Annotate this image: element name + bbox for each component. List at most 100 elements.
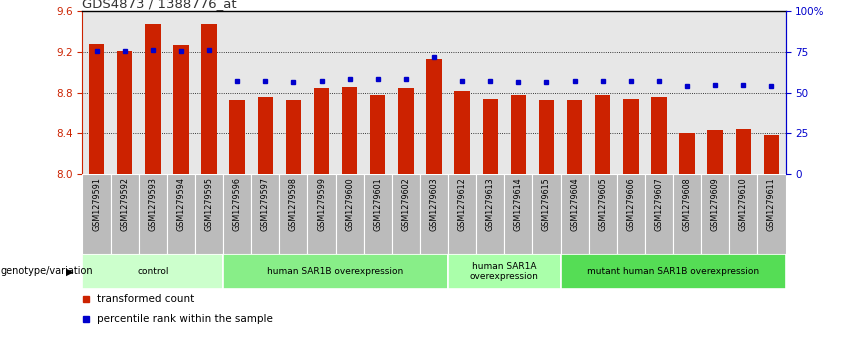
- Text: GSM1279605: GSM1279605: [598, 178, 608, 231]
- Text: GSM1279608: GSM1279608: [682, 178, 692, 231]
- Bar: [145, 24, 161, 174]
- Bar: [279, 174, 307, 254]
- Bar: [645, 174, 673, 254]
- Text: GSM1279591: GSM1279591: [92, 178, 101, 231]
- Text: human SAR1A
overexpression: human SAR1A overexpression: [470, 262, 539, 281]
- Text: GSM1279609: GSM1279609: [711, 178, 720, 231]
- Bar: [279, 11, 307, 174]
- Bar: [420, 174, 448, 254]
- Bar: [313, 89, 329, 174]
- Bar: [758, 11, 786, 174]
- Bar: [420, 11, 448, 174]
- Bar: [82, 254, 223, 289]
- Text: GSM1279611: GSM1279611: [767, 178, 776, 231]
- Bar: [735, 129, 751, 174]
- Bar: [342, 87, 358, 174]
- Bar: [539, 100, 555, 174]
- Bar: [201, 24, 217, 174]
- Text: human SAR1B overexpression: human SAR1B overexpression: [267, 267, 404, 276]
- Bar: [561, 11, 589, 174]
- Bar: [251, 174, 279, 254]
- Bar: [617, 11, 645, 174]
- Bar: [729, 11, 758, 174]
- Bar: [229, 100, 245, 174]
- Bar: [223, 254, 448, 289]
- Bar: [167, 174, 195, 254]
- Bar: [589, 11, 617, 174]
- Text: GSM1279614: GSM1279614: [514, 178, 523, 231]
- Bar: [532, 174, 561, 254]
- Bar: [510, 95, 526, 174]
- Bar: [307, 11, 336, 174]
- Bar: [336, 11, 364, 174]
- Bar: [623, 99, 639, 174]
- Text: GSM1279602: GSM1279602: [401, 178, 411, 231]
- Bar: [391, 174, 420, 254]
- Bar: [680, 133, 695, 174]
- Bar: [173, 45, 188, 174]
- Text: GSM1279593: GSM1279593: [148, 178, 157, 231]
- Bar: [561, 254, 786, 289]
- Bar: [673, 11, 701, 174]
- Bar: [426, 59, 442, 174]
- Bar: [336, 174, 364, 254]
- Text: GDS4873 / 1388776_at: GDS4873 / 1388776_at: [82, 0, 237, 10]
- Bar: [561, 174, 589, 254]
- Text: GSM1279615: GSM1279615: [542, 178, 551, 231]
- Bar: [617, 174, 645, 254]
- Bar: [364, 11, 391, 174]
- Bar: [764, 135, 779, 174]
- Bar: [595, 95, 610, 174]
- Bar: [707, 130, 723, 174]
- Bar: [398, 89, 414, 174]
- Text: GSM1279600: GSM1279600: [345, 178, 354, 231]
- Bar: [758, 174, 786, 254]
- Text: GSM1279595: GSM1279595: [205, 178, 214, 232]
- Text: GSM1279594: GSM1279594: [176, 178, 186, 231]
- Bar: [701, 11, 729, 174]
- Text: GSM1279604: GSM1279604: [570, 178, 579, 231]
- Text: GSM1279613: GSM1279613: [486, 178, 495, 231]
- Bar: [307, 174, 336, 254]
- Bar: [139, 174, 167, 254]
- Bar: [167, 11, 195, 174]
- Bar: [195, 11, 223, 174]
- Bar: [82, 174, 110, 254]
- Bar: [645, 11, 673, 174]
- Bar: [286, 100, 301, 174]
- Bar: [110, 174, 139, 254]
- Bar: [110, 11, 139, 174]
- Bar: [117, 51, 133, 174]
- Bar: [89, 44, 104, 174]
- Bar: [673, 174, 701, 254]
- Text: GSM1279606: GSM1279606: [627, 178, 635, 231]
- Bar: [477, 11, 504, 174]
- Bar: [454, 90, 470, 174]
- Bar: [364, 174, 391, 254]
- Bar: [701, 174, 729, 254]
- Bar: [589, 174, 617, 254]
- Text: GSM1279607: GSM1279607: [654, 178, 663, 231]
- Text: mutant human SAR1B overexpression: mutant human SAR1B overexpression: [587, 267, 760, 276]
- Bar: [223, 11, 251, 174]
- Text: GSM1279599: GSM1279599: [317, 178, 326, 232]
- Bar: [448, 254, 561, 289]
- Text: GSM1279601: GSM1279601: [373, 178, 382, 231]
- Bar: [258, 97, 273, 174]
- Bar: [139, 11, 167, 174]
- Bar: [483, 99, 498, 174]
- Bar: [448, 11, 477, 174]
- Bar: [391, 11, 420, 174]
- Bar: [532, 11, 561, 174]
- Bar: [370, 95, 385, 174]
- Text: control: control: [137, 267, 168, 276]
- Bar: [477, 174, 504, 254]
- Bar: [251, 11, 279, 174]
- Text: percentile rank within the sample: percentile rank within the sample: [96, 314, 273, 323]
- Bar: [729, 174, 758, 254]
- Bar: [195, 174, 223, 254]
- Bar: [651, 97, 667, 174]
- Text: ▶: ▶: [66, 266, 74, 276]
- Bar: [567, 100, 582, 174]
- Text: GSM1279596: GSM1279596: [233, 178, 241, 231]
